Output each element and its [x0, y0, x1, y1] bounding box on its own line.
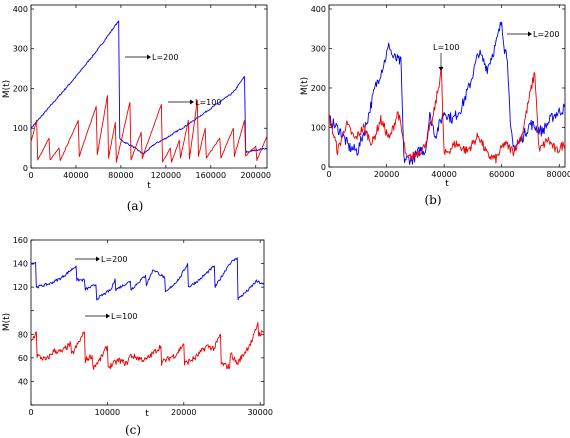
y-axis-label: M(t) [2, 80, 12, 98]
y-axis-label: M(t) [2, 313, 12, 331]
plot-frame [30, 239, 265, 406]
y-tick-label: 0 [321, 163, 326, 172]
series-layer [30, 20, 268, 163]
panel-caption: (a) [127, 199, 144, 213]
y-tick-label: 200 [311, 84, 326, 93]
y-tick-label: 100 [311, 123, 326, 132]
x-tick-label: 160000 [196, 171, 227, 180]
y-tick-label: 300 [13, 45, 28, 54]
series-layer [328, 21, 566, 166]
series-line-l100 [30, 95, 268, 163]
x-tick-label: 0 [28, 171, 33, 180]
y-tick-label: 80 [18, 330, 28, 339]
arrowhead [96, 256, 100, 262]
x-tick-label: 10000 [95, 408, 120, 417]
x-axis-label: t [145, 409, 149, 419]
arrowhead [190, 99, 194, 105]
annotation-label-l200: L=200 [152, 53, 178, 62]
y-tick-label: 100 [13, 124, 28, 133]
y-tick-label: 60 [18, 354, 28, 363]
x-tick-label: 80000 [108, 171, 133, 180]
x-tick-label: 60000 [489, 170, 514, 179]
y-tick-label: 0 [23, 164, 28, 173]
y-tick-label: 160 [13, 236, 28, 245]
x-tick-label: 200000 [240, 171, 271, 180]
tick-layer: 0 20000 40000 60000 80000 0 100 200 300 400 [311, 5, 570, 179]
y-tick-label: 40 [18, 377, 28, 386]
y-tick-label: 200 [13, 84, 28, 93]
annotation-label-l200: L=200 [101, 255, 127, 264]
x-tick-label: 0 [326, 170, 331, 179]
x-axis-label: t [147, 181, 151, 191]
annotation-label-l100: L=100 [433, 43, 459, 52]
tick-layer: 0 40000 80000 120000 160000 200000 0 100 200 300 4… [13, 5, 271, 180]
annotation-label-l100: L=100 [111, 312, 137, 321]
panel-caption: (c) [125, 423, 141, 437]
annotation-label-l100: L=100 [195, 98, 221, 107]
series-line-l200 [30, 257, 265, 301]
x-tick-label: 20000 [374, 170, 399, 179]
y-tick-label: 400 [13, 5, 28, 14]
arrowhead [438, 67, 444, 71]
panel-c: 0 10000 20000 30000 40 60 80 120 140 160 M(t) t (… [2, 236, 273, 437]
x-tick-label: 80000 [547, 170, 570, 179]
x-tick-label: 30000 [247, 408, 272, 417]
plot-frame [30, 4, 268, 169]
y-tick-label: 300 [311, 44, 326, 53]
x-tick-label: 0 [28, 408, 33, 417]
y-tick-label: 120 [13, 283, 28, 292]
series-line-l200 [328, 21, 566, 166]
x-tick-label: 40000 [431, 170, 456, 179]
x-axis-label: t [445, 179, 449, 189]
y-axis-label: M(t) [300, 77, 310, 95]
arrowhead [147, 54, 151, 60]
x-tick-label: 20000 [171, 408, 196, 417]
tick-layer: 0 10000 20000 30000 40 60 80 120 140 160 [13, 236, 273, 417]
x-tick-label: 120000 [151, 171, 182, 180]
panel-caption: (b) [424, 193, 441, 207]
plot-frame [328, 4, 566, 168]
panel-a: 0 40000 80000 120000 160000 200000 0 100 200 300 4… [2, 4, 271, 213]
series-line-l200 [30, 20, 268, 155]
y-tick-label: 140 [13, 260, 28, 269]
y-tick-label: 400 [311, 5, 326, 14]
series-line-l100 [328, 65, 566, 164]
series-layer [30, 257, 265, 370]
x-tick-label: 40000 [63, 171, 88, 180]
series-line-l100 [30, 322, 265, 370]
arrowhead [528, 31, 532, 37]
arrowhead [106, 313, 110, 319]
annotation-label-l200: L=200 [533, 30, 559, 39]
